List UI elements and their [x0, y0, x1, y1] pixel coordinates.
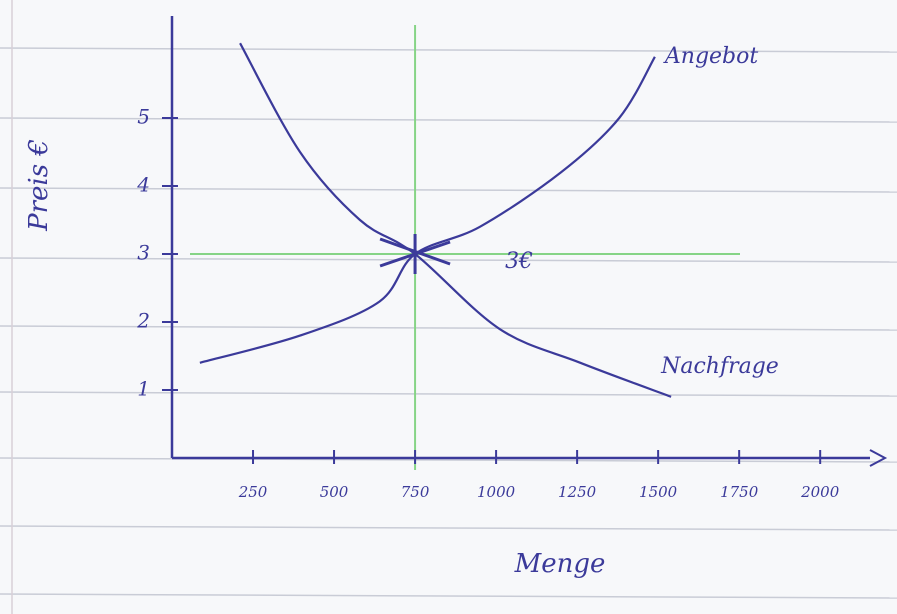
x-axis-label: Menge [514, 549, 606, 579]
x-tick-label: 750 [401, 483, 430, 501]
series-label: Nachfrage [660, 354, 779, 379]
y-tick-label: 5 [137, 105, 150, 129]
x-axis-arrow [869, 449, 888, 467]
series-label: Angebot [663, 44, 758, 69]
x-tick-label: 1750 [720, 483, 759, 501]
x-tick-label: 250 [238, 483, 268, 501]
y-tick-label: 1 [137, 377, 150, 401]
x-tick-label: 1500 [639, 483, 678, 501]
annotation: 3€ [505, 249, 533, 274]
x-tick-label: 1250 [558, 483, 597, 501]
y-tick-label: 2 [136, 309, 150, 333]
x-tick-label: 2000 [800, 483, 840, 501]
series-line [199, 56, 656, 364]
x-tick-label: 1000 [477, 483, 516, 501]
x-tick-label: 500 [320, 483, 349, 501]
series-line [239, 42, 672, 398]
y-axis-label: Preis € [24, 139, 54, 232]
y-tick-label: 3 [137, 241, 150, 265]
y-tick-label: 4 [136, 173, 150, 197]
equilibrium-mark [379, 234, 451, 274]
